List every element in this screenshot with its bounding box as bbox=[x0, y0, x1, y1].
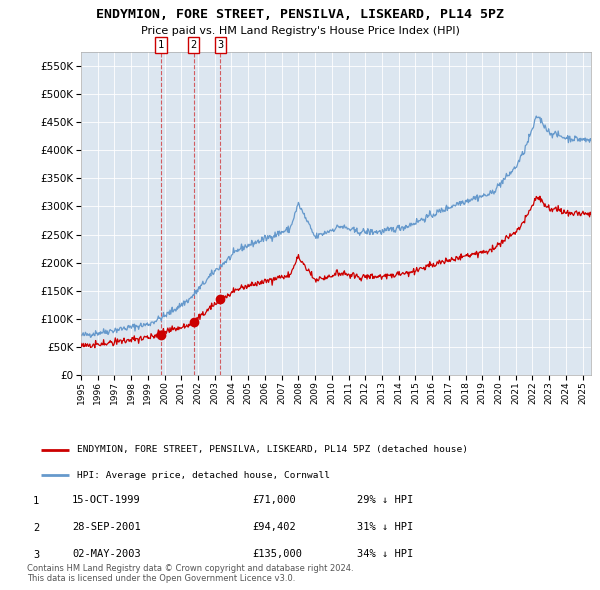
Text: 29% ↓ HPI: 29% ↓ HPI bbox=[357, 495, 413, 505]
Text: Price paid vs. HM Land Registry's House Price Index (HPI): Price paid vs. HM Land Registry's House … bbox=[140, 26, 460, 36]
Text: Contains HM Land Registry data © Crown copyright and database right 2024.
This d: Contains HM Land Registry data © Crown c… bbox=[27, 564, 353, 584]
Text: £94,402: £94,402 bbox=[252, 522, 296, 532]
Text: 3: 3 bbox=[217, 40, 223, 50]
Text: 15-OCT-1999: 15-OCT-1999 bbox=[72, 495, 141, 505]
Text: 34% ↓ HPI: 34% ↓ HPI bbox=[357, 549, 413, 559]
Text: £135,000: £135,000 bbox=[252, 549, 302, 559]
Text: HPI: Average price, detached house, Cornwall: HPI: Average price, detached house, Corn… bbox=[77, 471, 330, 480]
Text: 28-SEP-2001: 28-SEP-2001 bbox=[72, 522, 141, 532]
Text: £71,000: £71,000 bbox=[252, 495, 296, 505]
Text: 3: 3 bbox=[33, 550, 39, 560]
Text: 1: 1 bbox=[158, 40, 164, 50]
Text: ENDYMION, FORE STREET, PENSILVA, LISKEARD, PL14 5PZ: ENDYMION, FORE STREET, PENSILVA, LISKEAR… bbox=[96, 8, 504, 21]
Text: 1: 1 bbox=[33, 496, 39, 506]
Text: 2: 2 bbox=[191, 40, 197, 50]
Text: ENDYMION, FORE STREET, PENSILVA, LISKEARD, PL14 5PZ (detached house): ENDYMION, FORE STREET, PENSILVA, LISKEAR… bbox=[77, 445, 468, 454]
Text: 2: 2 bbox=[33, 523, 39, 533]
Text: 31% ↓ HPI: 31% ↓ HPI bbox=[357, 522, 413, 532]
Text: 02-MAY-2003: 02-MAY-2003 bbox=[72, 549, 141, 559]
